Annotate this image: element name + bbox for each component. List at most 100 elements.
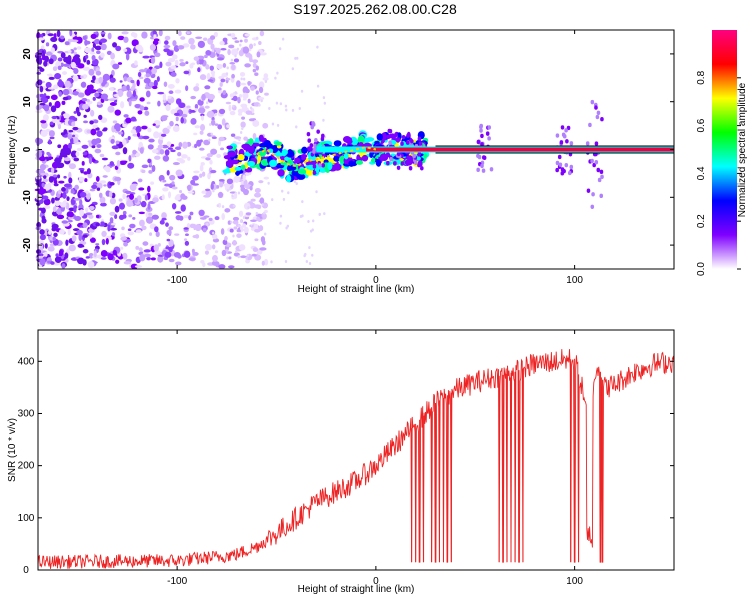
spectrogram-cell — [175, 214, 182, 221]
spectrogram-cell — [83, 114, 87, 118]
spectrogram-cell — [361, 154, 369, 162]
spectrogram-cell — [70, 188, 75, 194]
spectrogram-cell — [96, 50, 101, 55]
spectrogram-cell — [239, 184, 245, 189]
spectrogram-cell — [278, 47, 282, 51]
spectrogram-cell — [63, 183, 72, 188]
spectrogram-cell — [77, 92, 85, 98]
spectrogram-cell — [57, 123, 62, 130]
spectrogram-cell — [168, 258, 175, 263]
spectrogram-cell — [100, 43, 107, 51]
spectrogram-cell — [276, 123, 280, 127]
spectrogram-cell — [189, 63, 194, 69]
spectrogram-cell — [183, 227, 189, 230]
spectrogram-cell — [281, 149, 288, 156]
spectrogram-cell — [156, 76, 160, 82]
spectrogram-cell — [44, 243, 48, 249]
spectrogram-cell — [274, 141, 283, 146]
spectrogram-cell — [212, 238, 220, 243]
spectrogram-cell — [58, 154, 63, 160]
spectrogram-cell — [258, 103, 261, 107]
spectrogram-cell — [103, 166, 111, 172]
spectrogram-cell — [149, 232, 153, 236]
spectrogram-xtick-label: 0 — [373, 275, 379, 286]
spectrogram-cell — [246, 253, 250, 257]
spectrogram-cell — [284, 104, 288, 108]
spectrogram-cell — [569, 164, 574, 170]
spectrogram-cell — [229, 62, 236, 65]
spectrogram-cell — [230, 32, 236, 39]
spectrogram-cell — [558, 162, 563, 167]
spectrogram-cell — [62, 113, 70, 119]
spectrogram-cell — [99, 180, 107, 184]
spectrogram-cell — [157, 100, 161, 107]
spectrogram-cell — [151, 149, 159, 154]
spectrogram-cell — [122, 252, 128, 260]
spectrogram-cell — [46, 151, 51, 156]
spectrogram-cell — [122, 123, 128, 128]
spectrogram-cell — [323, 101, 327, 105]
spectrogram-cell — [92, 96, 96, 101]
spectrogram-cell — [128, 154, 132, 162]
spectrogram-cell — [188, 257, 196, 261]
spectrogram-cell — [135, 128, 140, 133]
spectrogram-cell — [284, 260, 288, 264]
spectrogram-cell — [63, 56, 70, 63]
spectrogram-cell — [202, 262, 206, 268]
spectrogram-cell — [53, 232, 58, 237]
snr-xtick-label: 100 — [566, 576, 583, 587]
spectrogram-cell — [182, 43, 190, 48]
spectrogram-cell — [153, 34, 157, 40]
spectrogram-cell — [410, 139, 414, 144]
spectrogram-cell — [232, 220, 239, 225]
spectrogram-cell — [388, 140, 392, 145]
spectrogram-cell — [590, 204, 595, 209]
spectrogram-cell — [164, 183, 171, 187]
snr-ylabel: SNR (10 * v/v) — [7, 418, 18, 482]
spectrogram-cell — [279, 102, 283, 106]
spectrogram-cell — [166, 141, 172, 147]
spectrogram-cell — [88, 214, 94, 219]
spectrogram-cell — [79, 244, 85, 248]
spectrogram-ytick-label: 0 — [22, 146, 33, 152]
spectrogram-cell — [73, 67, 79, 74]
spectrogram-cell — [239, 39, 243, 43]
spectrogram-cell — [82, 35, 87, 41]
spectrogram-cell — [73, 110, 77, 114]
spectrogram-ytick-label: 10 — [22, 96, 33, 108]
spectrogram-cell — [358, 142, 364, 148]
spectrogram-cell — [158, 29, 163, 37]
spectrogram-cell — [111, 232, 116, 237]
spectrogram-cell — [263, 176, 270, 180]
spectrogram-cell — [181, 154, 188, 159]
spectrogram-cell — [237, 96, 241, 104]
spectrogram-cell — [46, 73, 53, 77]
spectrogram-cell — [226, 124, 230, 129]
spectrogram-cell — [256, 51, 261, 58]
spectrogram-cell — [193, 223, 197, 231]
spectrogram-cell — [234, 166, 242, 171]
spectrogram-cell — [413, 160, 418, 166]
spectrogram-cell — [185, 85, 189, 92]
spectrogram-cell — [73, 157, 80, 162]
spectrogram-cell — [590, 158, 594, 164]
spectrogram-cell — [145, 216, 154, 224]
spectrogram-cell — [59, 201, 67, 208]
spectrogram-cell — [154, 52, 161, 58]
spectrogram-cell — [162, 179, 167, 183]
spectrogram-cell — [185, 61, 189, 65]
spectrogram-cell — [67, 133, 72, 140]
spectrogram-cell — [236, 229, 241, 233]
spectrogram-cell — [599, 193, 604, 199]
spectrogram-cell — [51, 223, 59, 229]
spectrogram-cell — [296, 56, 299, 60]
spectrogram-cell — [48, 230, 52, 235]
spectrogram-cell — [251, 253, 257, 257]
spectrogram-cell — [68, 163, 77, 170]
spectrogram-cell — [37, 66, 43, 70]
spectrogram-cell — [47, 87, 54, 90]
spectrogram-cell — [254, 72, 259, 77]
spectrogram-cell — [595, 114, 600, 120]
spectrogram-cell — [209, 65, 215, 71]
spectrogram-cell — [107, 32, 112, 40]
